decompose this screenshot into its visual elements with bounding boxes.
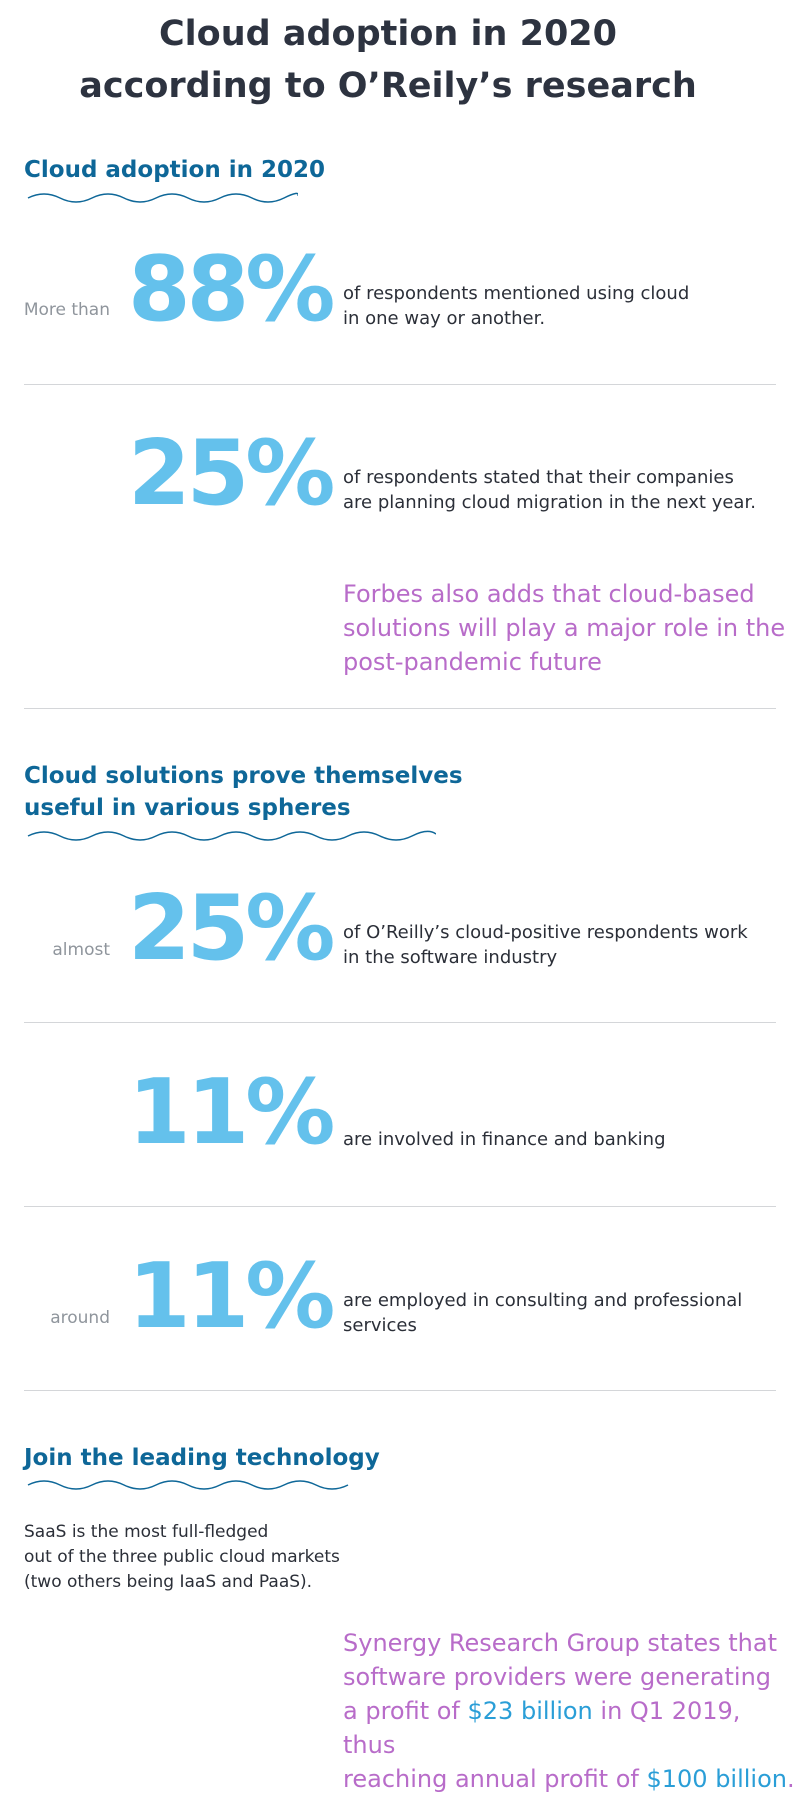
stat-description-line: in one way or another.: [343, 308, 546, 329]
divider: [24, 1022, 776, 1023]
stat-prefix: around: [50, 1308, 110, 1328]
divider: [24, 1206, 776, 1207]
wave-underline-icon: [27, 830, 436, 841]
quote-text: reaching annual profit of: [343, 1765, 647, 1793]
quote-text: in Q1 2019, thus: [343, 1697, 741, 1759]
synergy-quote: Synergy Research Group states that softw…: [343, 1626, 800, 1796]
stat-description-line: services: [343, 1315, 417, 1336]
stat-value: 11%: [128, 1244, 335, 1349]
stat-value: 11%: [128, 1060, 335, 1165]
page-title-line-2: according to O’Reily’s research: [79, 66, 697, 106]
stat-description: of O’Reilly’s cloud-positive respondents…: [343, 920, 748, 970]
stat-prefix: More than: [23, 300, 110, 320]
paragraph-line: SaaS is the most full-fledged: [24, 1522, 269, 1542]
quote-line: Synergy Research Group states that: [343, 1629, 778, 1657]
wave-underline-icon: [27, 192, 298, 203]
quote-text: a profit of: [343, 1697, 468, 1725]
stat-value: 25%: [128, 876, 335, 981]
stat-description-line: in the software industry: [343, 947, 558, 968]
saas-paragraph: SaaS is the most full-fledged out of the…: [24, 1520, 340, 1595]
quote-line: post-pandemic future: [343, 648, 602, 676]
stat-prefix: almost: [52, 940, 110, 960]
page-title-line-1: Cloud adoption in 2020: [158, 14, 618, 54]
highlight-amount: $100 billion: [646, 1765, 787, 1793]
highlight-amount: $23 billion: [467, 1697, 593, 1725]
quote-line: a profit of $23 billion in Q1 2019, thus: [343, 1694, 800, 1762]
paragraph-line: out of the three public cloud markets: [24, 1547, 340, 1567]
quote-line: reaching annual profit of $100 billion.: [343, 1762, 800, 1796]
divider: [24, 1390, 776, 1391]
stat-description-line: are employed in consulting and professio…: [343, 1290, 743, 1311]
wave-underline-icon: [27, 1480, 349, 1490]
section-heading-cloud-adoption: Cloud adoption in 2020: [24, 157, 325, 183]
stat-value: 25%: [128, 421, 335, 526]
quote-line: solutions will play a major role in the: [343, 614, 786, 642]
section-heading-line: useful in various spheres: [24, 795, 351, 821]
section-heading-join: Join the leading technology: [24, 1445, 380, 1471]
paragraph-line: (two others being IaaS and PaaS).: [24, 1572, 313, 1592]
quote-text: .: [787, 1765, 795, 1793]
section-heading-cloud-solutions: Cloud solutions prove themselves useful …: [24, 760, 463, 824]
stat-description: of respondents mentioned using cloud in …: [343, 281, 689, 331]
stat-description-line: are planning cloud migration in the next…: [343, 492, 756, 513]
stat-description: of respondents stated that their compani…: [343, 465, 756, 515]
stat-description-line: are involved in finance and banking: [343, 1129, 666, 1150]
quote-line: software providers were generating: [343, 1663, 772, 1691]
divider: [24, 708, 776, 709]
stat-description-line: of respondents mentioned using cloud: [343, 283, 690, 304]
stat-description: are employed in consulting and professio…: [343, 1288, 742, 1338]
stat-description-line: of respondents stated that their compani…: [343, 467, 734, 488]
quote-line: Forbes also adds that cloud-based: [343, 580, 755, 608]
divider: [24, 384, 776, 385]
section-heading-line: Cloud solutions prove themselves: [24, 763, 463, 789]
stat-description: are involved in finance and banking: [343, 1127, 666, 1152]
stat-description-line: of O’Reilly’s cloud-positive respondents…: [343, 922, 748, 943]
stat-value: 88%: [128, 237, 335, 342]
forbes-quote: Forbes also adds that cloud-based soluti…: [343, 577, 785, 679]
page-title: Cloud adoption in 2020 according to O’Re…: [0, 8, 776, 112]
